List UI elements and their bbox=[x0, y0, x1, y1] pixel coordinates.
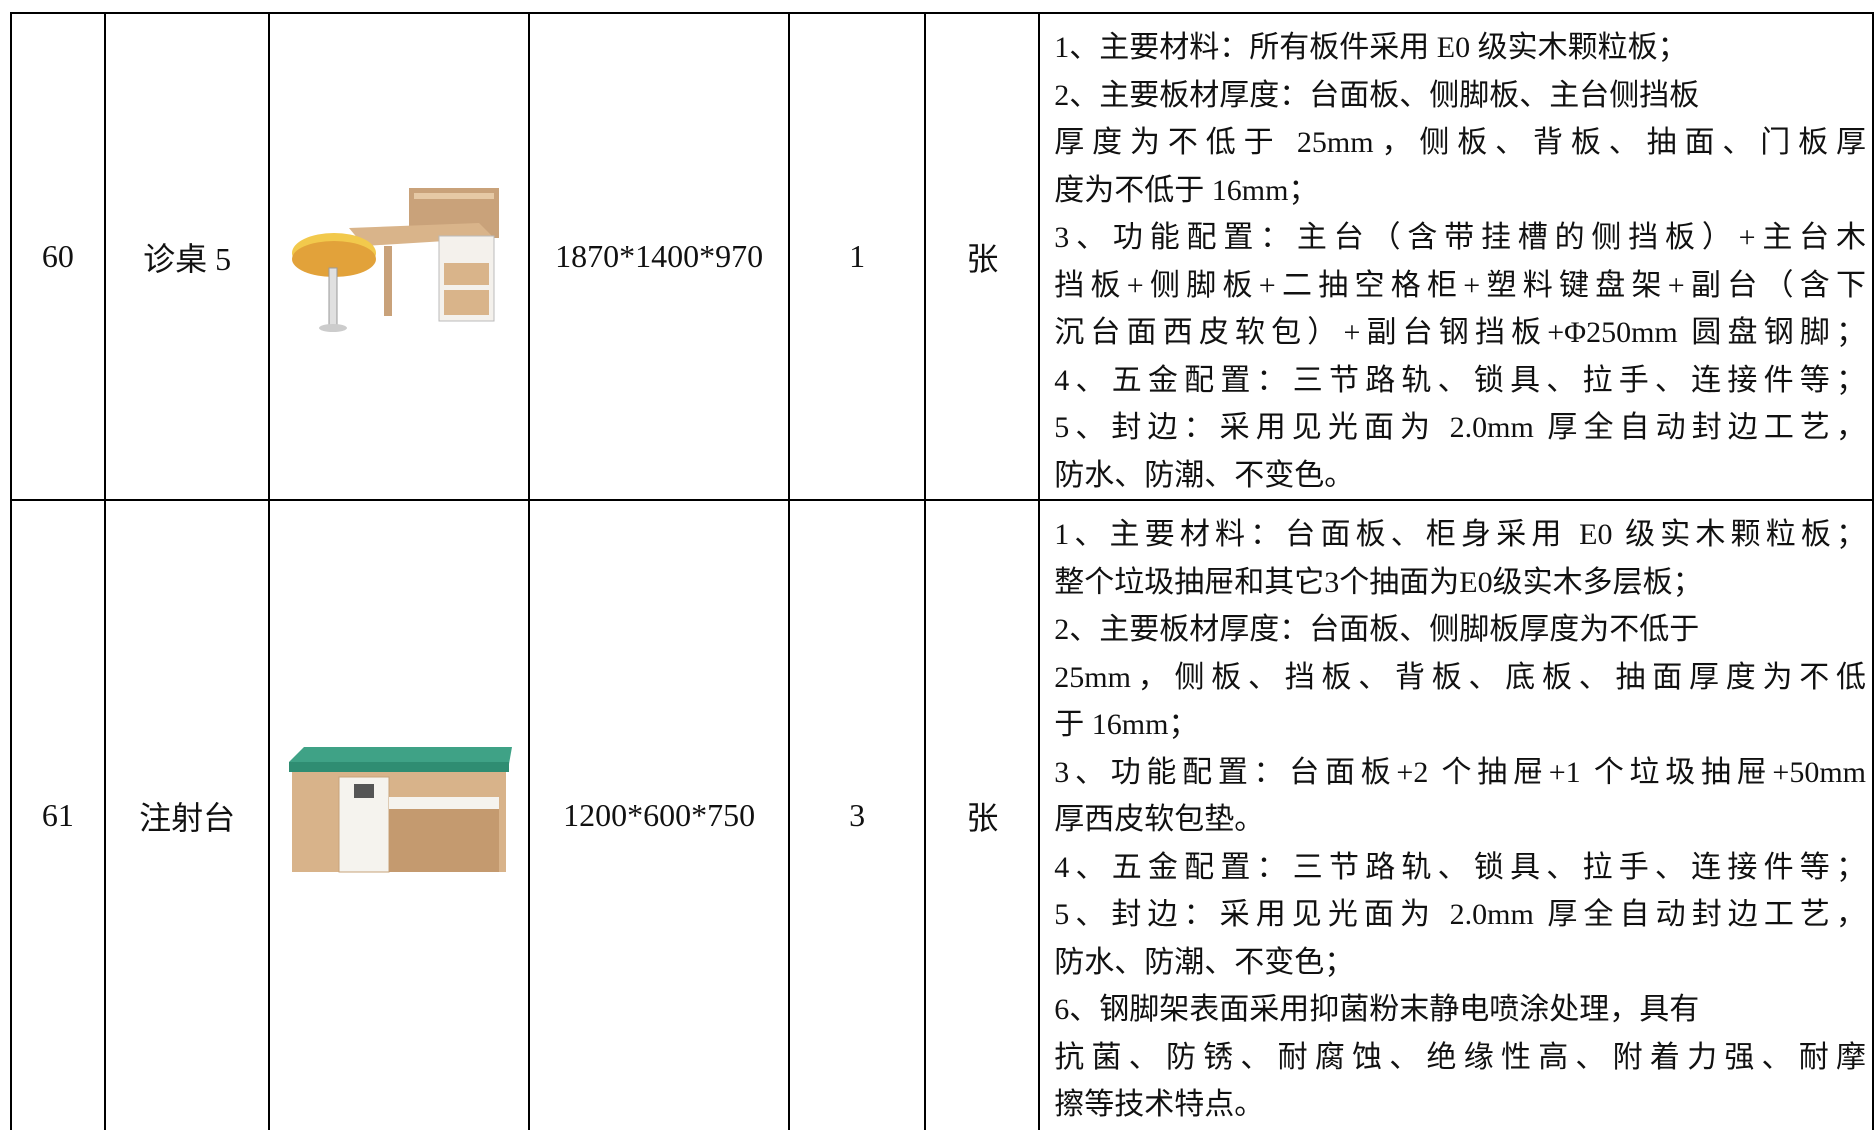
desk-image bbox=[289, 746, 513, 872]
quantity: 3 bbox=[787, 499, 927, 1130]
description-cell: 1、主要材料：台面板、柜身采用 E0 级实木颗粒板； 整个垃圾抽屉和其它3个抽面为… bbox=[1038, 499, 1874, 1130]
description-line: 整个垃圾抽屉和其它3个抽面为E0级实木多层板； bbox=[1054, 565, 1703, 599]
product-size: 1870*1400*970 bbox=[528, 12, 790, 501]
description-line: 25mm，侧板、挡板、背板、底板、抽面厚度为不低 bbox=[1054, 660, 1866, 694]
product-table: 60 诊桌 5 1870*1400*970 1 张 1、主要材料：所有板件采用 E0 级… bbox=[10, 12, 1874, 1130]
quantity: 1 bbox=[787, 12, 927, 501]
description-line: 1、主要材料：台面板、柜身采用 E0 级实木颗粒板； bbox=[1054, 518, 1866, 551]
description-line: 5、封边：采用见光面为 2.0mm 厚全自动封边工艺， bbox=[1054, 411, 1866, 444]
description-line: 擦等技术特点。 bbox=[1054, 1088, 1265, 1121]
description-line: 3、功能配置：主台（含带挂槽的侧挡板）+主台木 bbox=[1054, 221, 1866, 254]
row-number: 60 bbox=[10, 12, 106, 501]
image-cell bbox=[268, 499, 531, 1130]
description-line: 防水、防潮、不变色。 bbox=[1054, 458, 1355, 492]
description-line: 防水、防潮、不变色； bbox=[1054, 945, 1355, 979]
product-name: 注射台 bbox=[103, 499, 271, 1130]
image-cell bbox=[268, 12, 531, 501]
product-size: 1200*600*750 bbox=[528, 499, 790, 1130]
description-line: 4、五金配置：三节路轨、锁具、拉手、连接件等； bbox=[1054, 850, 1866, 884]
description-line: 挡板+侧脚板+二抽空格柜+塑料键盘架+副台（含下 bbox=[1054, 268, 1866, 302]
description-line: 4、五金配置：三节路轨、锁具、拉手、连接件等； bbox=[1054, 363, 1866, 397]
unit: 张 bbox=[924, 499, 1041, 1130]
description-line: 厚西皮软包垫。 bbox=[1054, 803, 1265, 836]
description-line: 1、主要材料：所有板件采用 E0 级实木颗粒板； bbox=[1054, 31, 1688, 64]
description-line: 6、钢脚架表面采用抑菌粉末静电喷涂处理，具有 bbox=[1054, 993, 1700, 1026]
table-row: 60 诊桌 5 1870*1400*970 1 张 1、主要材料：所有板件采用 E0 级… bbox=[10, 12, 1874, 501]
description-line: 厚度为不低于 25mm，侧板、背板、抽面、门板厚 bbox=[1054, 126, 1866, 159]
description-line: 沉台面西皮软包）+副台钢挡板+Φ250mm 圆盘钢脚； bbox=[1054, 316, 1866, 349]
description-line: 5、封边：采用见光面为 2.0mm 厚全自动封边工艺， bbox=[1054, 898, 1866, 931]
description-line: 2、主要板材厚度：台面板、侧脚板、主台侧挡板 bbox=[1054, 78, 1700, 112]
description-cell: 1、主要材料：所有板件采用 E0 级实木颗粒板； 2、主要板材厚度：台面板、侧脚板… bbox=[1038, 12, 1874, 501]
desk-image bbox=[292, 187, 500, 332]
product-name: 诊桌 5 bbox=[103, 12, 271, 501]
description-line: 抗菌、防锈、耐腐蚀、绝缘性高、附着力强、耐摩 bbox=[1054, 1040, 1866, 1074]
row-number: 61 bbox=[10, 499, 106, 1130]
description-line: 度为不低于 16mm； bbox=[1054, 173, 1319, 207]
description-line: 于 16mm； bbox=[1054, 708, 1199, 741]
unit: 张 bbox=[924, 12, 1041, 501]
table-row: 61 注射台 1200*600*750 3 张 1、主要材料：台面板、柜身采用 E0 级… bbox=[10, 499, 1874, 1130]
description-line: 2、主要板材厚度：台面板、侧脚板厚度为不低于 bbox=[1054, 613, 1700, 646]
description-line: 3、功能配置：台面板+2 个抽屉+1 个垃圾抽屉+50mm bbox=[1054, 755, 1866, 789]
